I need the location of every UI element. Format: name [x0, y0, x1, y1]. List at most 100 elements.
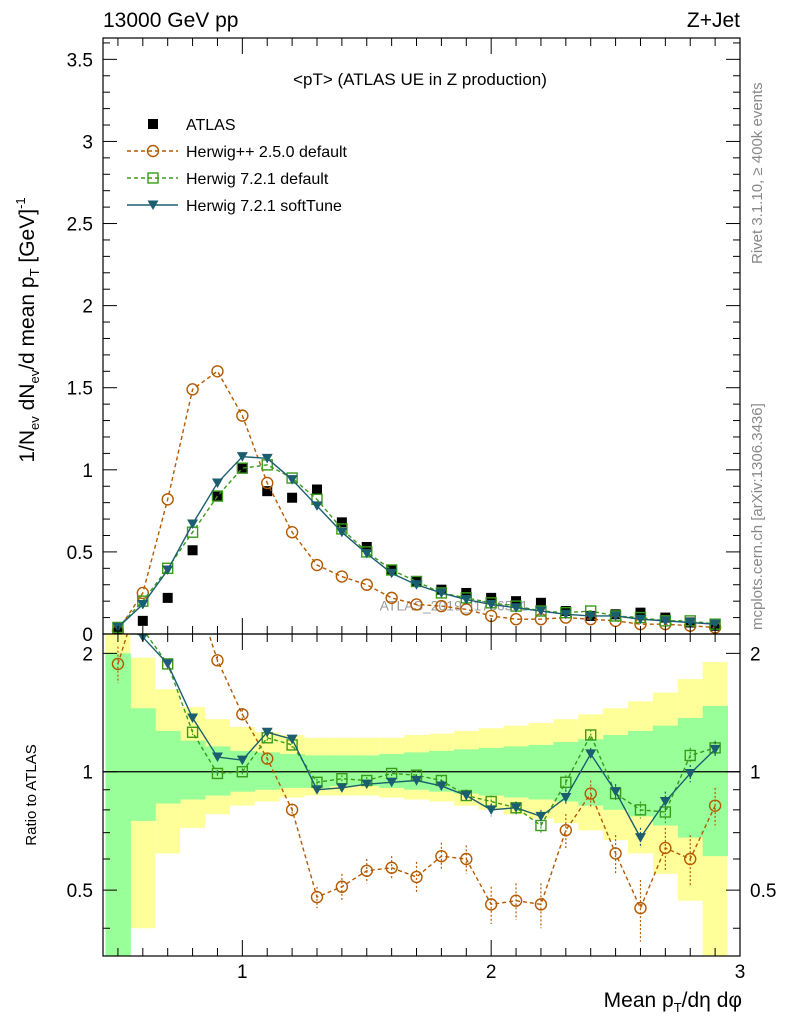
- y-axis-label: 1/Nev dNev/d mean pT [GeV]-1: [13, 197, 42, 462]
- band-green: [628, 730, 654, 817]
- ratio-uncertainty-bands: [105, 634, 729, 956]
- data-point: [162, 565, 174, 575]
- data-point: [211, 478, 223, 488]
- data-point: [137, 615, 148, 626]
- ratio-point: [211, 752, 223, 763]
- data-point: [460, 595, 472, 605]
- data-point: [211, 490, 224, 502]
- ratio-tick-label-right: 1: [750, 763, 761, 784]
- data-point: [211, 365, 224, 378]
- data-point: [386, 568, 398, 579]
- ratio-point: [111, 657, 125, 671]
- data-point: [411, 580, 423, 590]
- ratio-point: [211, 767, 224, 780]
- data-point: [311, 484, 322, 495]
- data-point: [286, 475, 298, 485]
- ratio-point: [236, 766, 249, 778]
- legend-label: Herwig++ 2.5.0 default: [186, 144, 348, 161]
- ratio-point: [709, 744, 721, 755]
- ratio-point: [634, 901, 647, 915]
- data-point: [136, 586, 150, 600]
- ratio-point: [684, 852, 697, 866]
- data-point: [212, 491, 223, 502]
- ratio-point: [708, 799, 722, 812]
- data-point: [236, 452, 248, 462]
- ratio-series-1: [111, 634, 722, 942]
- y-tick-label: 2.5: [67, 215, 93, 236]
- legend-label: Herwig 7.2.1 default: [186, 171, 329, 188]
- ratio-point: [336, 783, 348, 793]
- data-point: [237, 463, 248, 474]
- band-green: [702, 705, 729, 857]
- data-point: [336, 527, 348, 538]
- data-point: [360, 578, 373, 591]
- ratio-point: [435, 781, 447, 791]
- ratio-tick-label-right: 0.5: [750, 881, 776, 902]
- data-point: [137, 599, 149, 610]
- ratio-point: [236, 755, 248, 766]
- x-tick-label: 3: [735, 962, 746, 983]
- ratio-point: [435, 849, 448, 863]
- ratio-tick-label-left: 2: [82, 644, 93, 665]
- band-green: [155, 730, 181, 804]
- main-frame: 0 0.5 1 1.5 2 2.5 3 3.5: [67, 37, 741, 646]
- data-point: [634, 614, 646, 625]
- y-tick-label: 3.5: [67, 50, 93, 71]
- ratio-point: [584, 787, 597, 800]
- data-point: [410, 598, 423, 611]
- ratio-point: [113, 610, 123, 620]
- ratio-plot: [103, 610, 740, 942]
- main-plot: [111, 365, 722, 634]
- legend-marker: [148, 119, 158, 129]
- ratio-point: [510, 803, 522, 813]
- ratio-point: [410, 870, 423, 884]
- ratio-point: [286, 734, 298, 745]
- ratio-point: [261, 727, 273, 738]
- band-green: [329, 755, 355, 786]
- ratio-point: [659, 797, 671, 807]
- data-point: [610, 611, 622, 621]
- legend-label: Herwig 7.2.1 softTune: [186, 198, 342, 215]
- y-tick-label: 3: [82, 132, 93, 153]
- band-green: [130, 708, 156, 821]
- ratio-point: [162, 659, 174, 669]
- band-green: [180, 740, 206, 800]
- data-point: [485, 599, 497, 610]
- ratio-point: [411, 776, 423, 786]
- data-point: [361, 549, 373, 559]
- ratio-tick-label-left: 0.5: [67, 881, 93, 902]
- data-point: [162, 592, 173, 603]
- data-point: [310, 558, 324, 572]
- ratio-point: [112, 611, 123, 621]
- data-point: [236, 462, 249, 474]
- y-tick-label: 1.5: [67, 379, 93, 400]
- chart-title: <pT> (ATLAS UE in Z production): [293, 70, 547, 89]
- ratio-point: [460, 852, 473, 866]
- y-tick-label: 0: [82, 625, 93, 646]
- data-point: [287, 492, 298, 503]
- ratio-point: [386, 777, 398, 788]
- ratio-point: [261, 752, 274, 765]
- x-tick-label: 1: [237, 962, 248, 983]
- x-axis-label: Mean pT/dη dφ: [604, 989, 742, 1015]
- x-tick-label: 2: [486, 962, 497, 983]
- ratio-point: [535, 811, 547, 822]
- ratio-tick-label-right: 2: [750, 644, 761, 665]
- ratio-point: [684, 768, 696, 779]
- data-point: [236, 409, 249, 422]
- y-tick-label: 2: [82, 297, 93, 318]
- ratio-point: [211, 654, 224, 667]
- data-point: [659, 616, 671, 626]
- legend-marker: [147, 172, 159, 184]
- ratio-point: [360, 864, 373, 877]
- ratio-point: [310, 890, 324, 904]
- ratio-point: [659, 841, 672, 855]
- ratio-point: [634, 833, 646, 843]
- ratio-point: [484, 898, 498, 911]
- rivet-label: Rivet 3.1.10, ≥ 400k events: [749, 82, 766, 264]
- data-point: [509, 613, 523, 626]
- legend-marker: [146, 144, 160, 158]
- ratio-point: [684, 749, 696, 762]
- series-3: [112, 452, 721, 633]
- data-point: [535, 606, 547, 617]
